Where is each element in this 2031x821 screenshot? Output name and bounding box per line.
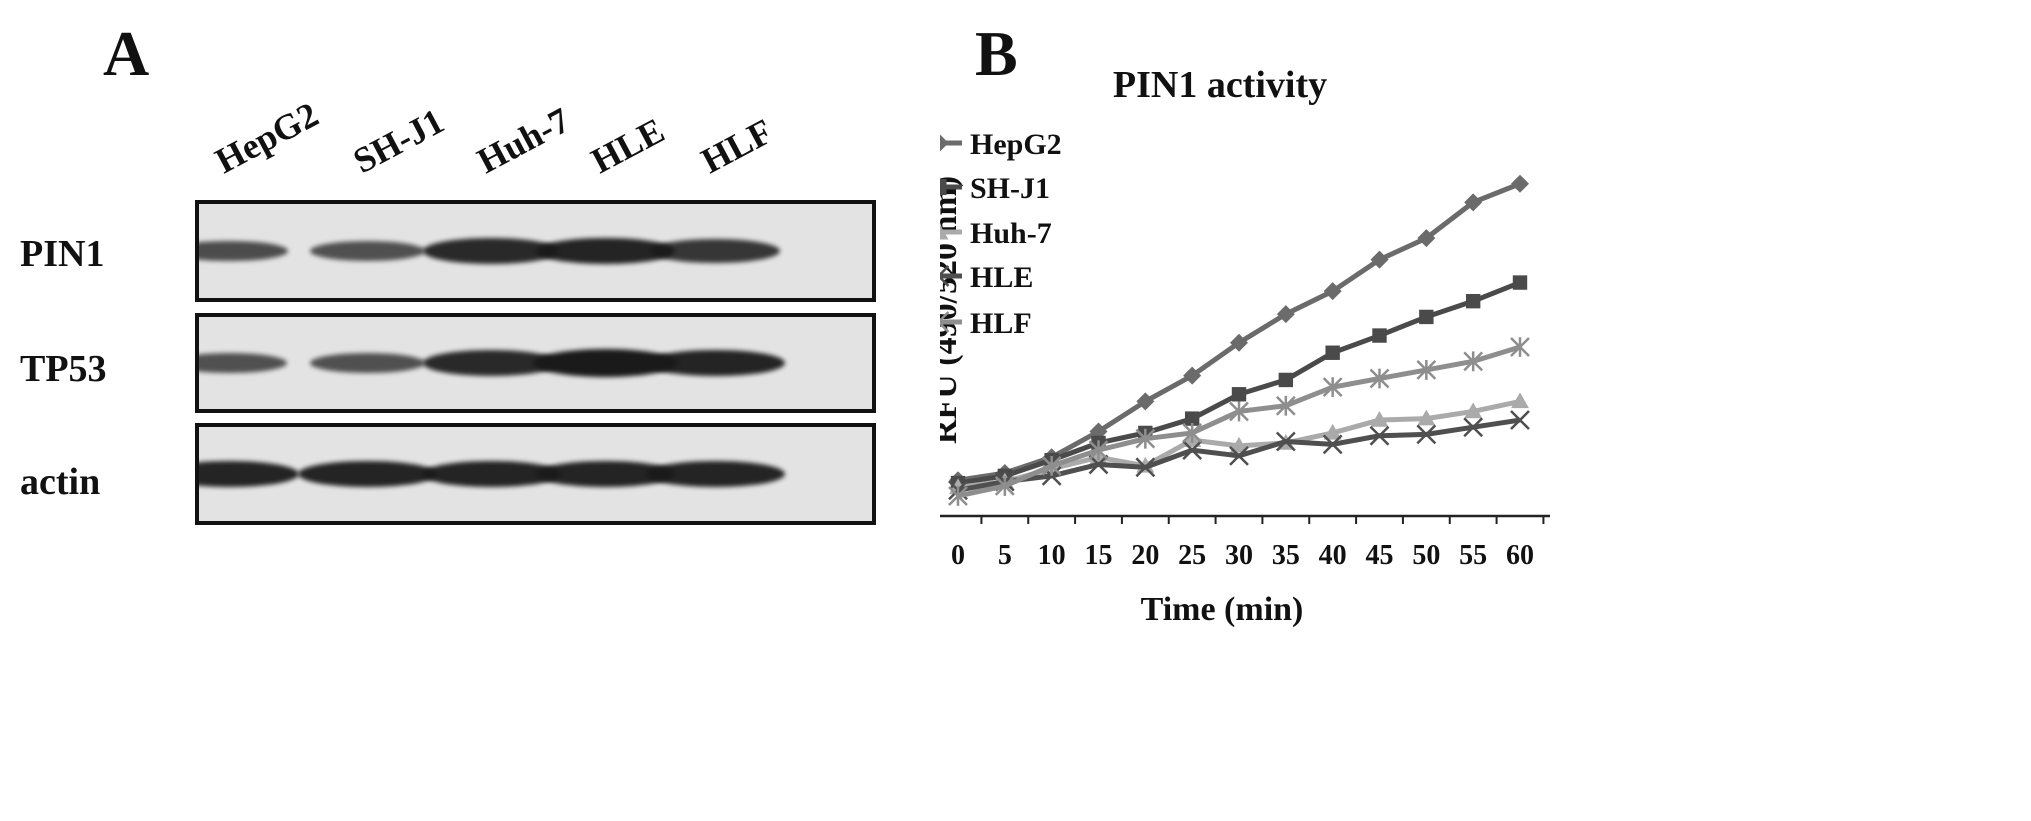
legend-label-hle: HLE [970, 261, 1033, 294]
marker-x [1135, 457, 1156, 478]
band [297, 460, 437, 488]
marker-square [1231, 387, 1247, 402]
legend-label-hlf: HLF [970, 307, 1032, 340]
marker-diamond [1323, 282, 1342, 301]
marker-asterisk [1088, 440, 1109, 461]
marker-triangle [1511, 392, 1529, 409]
panel-b-letter: B [975, 18, 1018, 89]
x-tick-label: 45 [1366, 540, 1394, 571]
marker-asterisk [948, 486, 968, 506]
marker-x [1275, 431, 1296, 452]
row-label-tp53: TP53 [20, 348, 107, 390]
x-tick-label: 55 [1459, 540, 1487, 571]
marker-square [1278, 372, 1294, 388]
chart-title: PIN1 activity [1113, 64, 1327, 106]
lane-label-hlf: HLF [694, 111, 779, 182]
marker-diamond [1370, 250, 1389, 269]
marker-triangle [1464, 402, 1483, 419]
blot-strip-pin1 [195, 200, 876, 302]
marker-asterisk [1416, 360, 1437, 380]
marker-diamond [1183, 366, 1202, 385]
marker-diamond [1464, 193, 1483, 212]
marker-square [1372, 328, 1387, 343]
band [645, 349, 785, 377]
marker-diamond [1511, 174, 1529, 193]
marker-x [1416, 424, 1437, 445]
marker-x [1322, 434, 1343, 455]
lane-label-hle: HLE [584, 110, 671, 182]
band [309, 353, 425, 373]
legend-label-huh-7: Huh-7 [970, 217, 1052, 250]
marker-asterisk [1182, 423, 1203, 443]
marker-triangle [1323, 423, 1342, 440]
marker-asterisk [940, 311, 950, 333]
marker-x [1229, 445, 1249, 466]
x-tick-label: 25 [1178, 540, 1206, 571]
series-line-sh-j1 [957, 280, 1521, 486]
band [199, 353, 287, 373]
marker-square [940, 179, 947, 195]
x-tick-label: 15 [1085, 540, 1113, 571]
marker-asterisk [1135, 428, 1156, 449]
band [645, 460, 785, 488]
x-tick-label: 30 [1225, 540, 1253, 571]
marker-x [1510, 410, 1530, 430]
marker-x [1463, 417, 1484, 438]
marker-diamond [940, 134, 949, 152]
band [199, 240, 288, 262]
marker-square [1184, 411, 1200, 426]
x-tick-label: 60 [1506, 540, 1534, 571]
marker-diamond [1417, 229, 1436, 248]
blot-strip-tp53 [195, 313, 876, 413]
x-tick-label: 0 [951, 540, 965, 571]
x-tick-label: 5 [998, 540, 1012, 571]
marker-square [1325, 345, 1340, 360]
marker-x [940, 265, 950, 287]
marker-square [1465, 293, 1481, 309]
marker-triangle [940, 224, 949, 240]
marker-triangle [1417, 409, 1436, 426]
lane-label-huh-7: Huh-7 [470, 99, 577, 182]
row-label-actin: actin [20, 461, 101, 503]
marker-asterisk [1369, 368, 1390, 389]
band [309, 241, 425, 261]
marker-x [1182, 440, 1203, 461]
marker-triangle [1370, 411, 1389, 427]
x-axis-label: Time (min) [1141, 591, 1304, 628]
marker-asterisk [1229, 401, 1249, 422]
marker-x [1369, 425, 1390, 446]
legend-label-sh-j1: SH-J1 [970, 172, 1050, 205]
marker-diamond [1276, 305, 1295, 324]
y-axis-label: RFU (490/520 nm) [940, 176, 964, 444]
band [650, 239, 780, 263]
marker-diamond [1230, 333, 1248, 352]
x-tick-label: 20 [1131, 540, 1159, 571]
marker-asterisk [1275, 395, 1296, 416]
pin1-activity-chart: PIN1 activity020040060080010001200140005… [940, 64, 1550, 628]
marker-asterisk [1510, 337, 1530, 357]
marker-asterisk [1041, 455, 1062, 476]
legend-label-hepg2: HepG2 [970, 128, 1062, 161]
marker-asterisk [1463, 351, 1484, 372]
marker-diamond [1136, 392, 1155, 411]
x-tick-label: 40 [1319, 540, 1347, 571]
x-tick-label: 10 [1038, 540, 1066, 571]
panel-a-letter: A [103, 18, 150, 89]
marker-square [1512, 275, 1528, 290]
row-label-pin1: PIN1 [20, 233, 105, 275]
lane-label-hepg2: HepG2 [208, 94, 325, 182]
x-tick-label: 50 [1412, 540, 1440, 571]
lane-label-sh-j1: SH-J1 [346, 100, 451, 182]
marker-triangle [1230, 436, 1248, 453]
blot-strip-actin [195, 423, 876, 525]
marker-square [1419, 309, 1434, 325]
marker-x [1088, 454, 1109, 475]
x-tick-label: 35 [1272, 540, 1300, 571]
marker-asterisk [1322, 377, 1343, 398]
band [199, 460, 299, 488]
marker-asterisk [994, 476, 1015, 496]
